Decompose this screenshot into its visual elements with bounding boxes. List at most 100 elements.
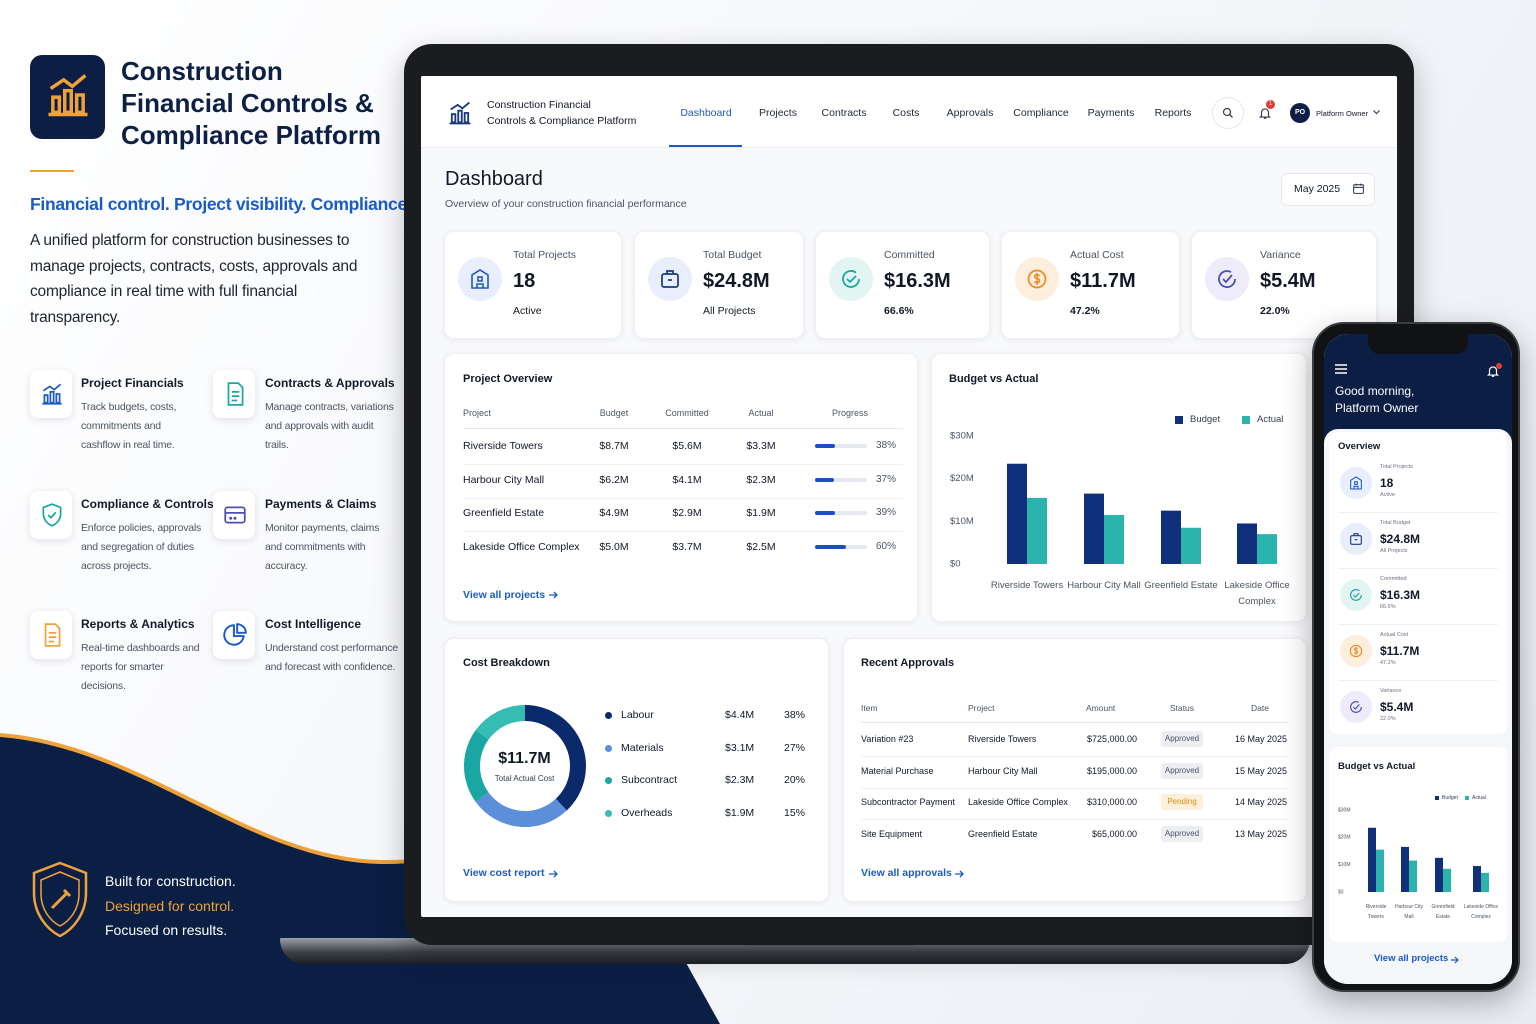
- kpi-sub: All Projects: [703, 305, 756, 317]
- project-name: Lakeside Office Complex: [463, 541, 580, 554]
- nav-item[interactable]: Projects: [759, 107, 797, 119]
- icon-shape: [1258, 108, 1272, 119]
- legend-dot: [605, 777, 612, 785]
- kpi-value: $11.7M: [1070, 270, 1136, 292]
- link-arrow: [549, 591, 558, 599]
- kpi-value: $16.3M: [1380, 588, 1421, 602]
- bell-icon: [1258, 108, 1272, 119]
- kpi-icon-bg: [1340, 467, 1372, 499]
- feature-title: Reports & Analytics: [81, 617, 195, 631]
- nav-item[interactable]: Payments: [1087, 107, 1135, 119]
- row-rule: [1338, 568, 1498, 569]
- nav-item[interactable]: Dashboard: [680, 107, 732, 119]
- header-rule: [463, 428, 903, 429]
- icon-shape: [661, 273, 679, 288]
- y-tick-label: $30M: [950, 431, 974, 442]
- avatar[interactable]: PO: [1290, 103, 1310, 123]
- icon-shape: [1352, 592, 1360, 598]
- project-name: Riverside Towers: [463, 440, 543, 452]
- user-name[interactable]: Platform Owner: [1316, 109, 1369, 118]
- project-committed: $4.1M: [672, 473, 702, 486]
- legend-dot: [605, 712, 612, 719]
- link[interactable]: View all approvals: [861, 867, 952, 879]
- kpi-label: Total Budget: [1380, 520, 1411, 526]
- greeting: Good morning,: [1335, 384, 1415, 398]
- link[interactable]: View all projects: [463, 589, 546, 601]
- approval-date: 13 May 2025: [1235, 828, 1288, 839]
- search-button[interactable]: [1212, 97, 1244, 129]
- feature-text: decisions.: [81, 680, 126, 692]
- y-tick-label: $0: [950, 559, 961, 570]
- icon-shape: [1229, 114, 1233, 118]
- kpi-icon-bg: [648, 257, 692, 301]
- greeting-name: Platform Owner: [1335, 401, 1419, 415]
- icon: [227, 382, 244, 406]
- kpi-label: Variance: [1380, 688, 1402, 694]
- legend-label: Materials: [621, 741, 664, 754]
- icon-shape: [44, 623, 61, 647]
- legend-swatch: [1175, 416, 1183, 424]
- donut-center-value: $11.7M: [498, 750, 551, 767]
- feature-icon: [30, 370, 72, 418]
- nav-item[interactable]: Costs: [892, 107, 920, 119]
- budget-chart-card: [931, 353, 1307, 622]
- x-tick-label: Greenfield Estate: [1431, 904, 1455, 920]
- project-actual: $2.3M: [746, 473, 776, 486]
- icon-shape: [1353, 183, 1364, 188]
- bar: [1104, 514, 1124, 564]
- progress-label: 37%: [876, 473, 897, 485]
- icon-shape: [1350, 476, 1362, 490]
- icon-shape: [48, 631, 57, 643]
- kpi-icon-bg: [458, 257, 502, 301]
- icon-shape: [1350, 535, 1362, 545]
- kpi-value: $24.8M: [1380, 532, 1421, 546]
- link[interactable]: View all projects: [1374, 953, 1449, 964]
- footer-text: Focused on results.: [105, 922, 228, 938]
- kpi-sub: Active: [513, 305, 542, 317]
- icon-shape: [1354, 481, 1358, 485]
- legend-label: Subcontract: [621, 774, 678, 787]
- icon: [44, 623, 61, 647]
- footer-text: Built for construction.: [105, 873, 236, 889]
- period[interactable]: May 2025: [1294, 183, 1341, 195]
- nav-item[interactable]: Compliance: [1013, 107, 1069, 119]
- app-logo: [449, 101, 471, 125]
- nav-item[interactable]: Approvals: [946, 107, 994, 119]
- icon-shape: [1350, 589, 1362, 601]
- kpi-icon: [842, 270, 860, 288]
- footer-shield: [32, 861, 88, 938]
- nav-item[interactable]: Reports: [1154, 107, 1192, 119]
- feature-title: Compliance & Controls: [81, 497, 214, 511]
- icon-shape: [666, 270, 674, 274]
- bell-icon: [1486, 366, 1500, 377]
- status-pill: Pending: [1161, 794, 1203, 810]
- kpi-sub: All Projects: [1380, 548, 1408, 554]
- kpi-icon: [471, 269, 489, 289]
- kpi-value: 18: [1380, 476, 1394, 490]
- icon-shape: [842, 270, 860, 288]
- calendar-icon: [1353, 183, 1364, 194]
- legend-label: Budget: [1190, 414, 1221, 425]
- phone-frame: Good morning, Platform Owner Overview Total…: [1312, 322, 1520, 992]
- project-budget: $4.9M: [599, 507, 629, 520]
- approval-date: 16 May 2025: [1235, 734, 1288, 744]
- row-rule: [1338, 624, 1498, 625]
- column-header: Status: [1169, 703, 1195, 713]
- app-brand: Construction Financial: [487, 99, 591, 111]
- kpi-label: Committed: [1380, 576, 1407, 582]
- approval-amount: $725,000.00: [1086, 734, 1137, 744]
- kpi-label: Variance: [1260, 249, 1301, 261]
- kpi-value: 18: [513, 270, 536, 292]
- icon-shape: [549, 591, 558, 599]
- bar: [1435, 857, 1443, 892]
- link[interactable]: View cost report: [463, 867, 545, 879]
- notification-badge: 1: [1266, 100, 1275, 109]
- period-picker[interactable]: [1281, 173, 1375, 206]
- nav-item[interactable]: Contracts: [821, 107, 867, 119]
- donut-center-label: Total Actual Cost: [494, 774, 555, 783]
- feature-text: Monitor payments, claims: [265, 522, 380, 534]
- approval-item: Material Purchase: [861, 765, 934, 776]
- x-tick-label: Riverside Towers: [990, 580, 1064, 591]
- footer-text: Designed for control.: [105, 897, 235, 914]
- feature-text: Track budgets, costs,: [81, 401, 177, 413]
